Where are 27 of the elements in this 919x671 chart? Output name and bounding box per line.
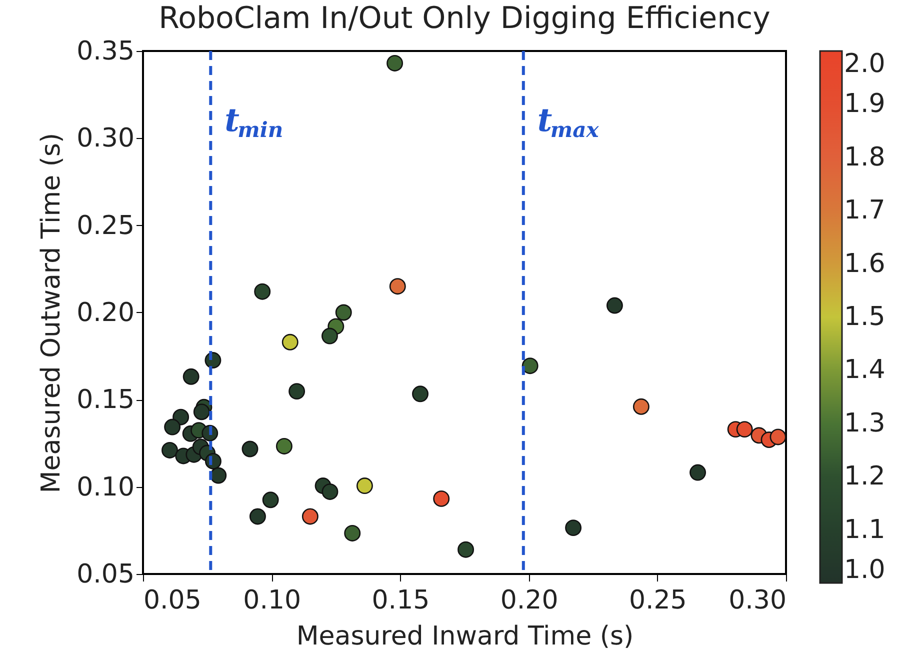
y-tick-label: 0.20 [76, 298, 134, 328]
x-tick-label: 0.05 [144, 586, 202, 616]
x-tick-label: 0.20 [500, 586, 558, 616]
color-bar-label: 1.1 [844, 514, 886, 545]
color-bar-label: 1.2 [844, 462, 886, 492]
y-tick-label: 0.05 [76, 560, 134, 590]
color-bar-label: 1.7 [844, 196, 886, 226]
color-bar-label: 1.6 [844, 248, 886, 279]
color-bar-label: 2.0 [844, 49, 886, 79]
color-bar-label: 1.9 [844, 89, 886, 120]
x-tick-label: 0.25 [628, 586, 687, 616]
color-bar-label: 1.4 [844, 355, 886, 386]
y-tick-label: 0.15 [76, 385, 134, 416]
x-tick-label: 0.10 [243, 586, 302, 616]
x-tick-label: 0.30 [728, 586, 786, 616]
y-axis-title: Measured Outward Time (s) [36, 132, 67, 494]
y-tick-label: 0.25 [76, 210, 134, 241]
color-bar-label: 1.8 [844, 142, 886, 172]
color-bar-label: 1.0 [844, 555, 886, 585]
color-bar-label: 1.3 [844, 408, 886, 438]
chart-title: RoboClam In/Out Only Digging Efficiency [158, 1, 770, 36]
color-bar-label: 1.5 [844, 302, 886, 332]
x-tick-label: 0.15 [372, 586, 430, 616]
y-tick-label: 0.10 [76, 472, 134, 502]
y-tick-label: 0.35 [76, 36, 134, 66]
y-tick-label: 0.30 [76, 124, 134, 154]
x-axis-title: Measured Inward Time (s) [296, 622, 634, 652]
